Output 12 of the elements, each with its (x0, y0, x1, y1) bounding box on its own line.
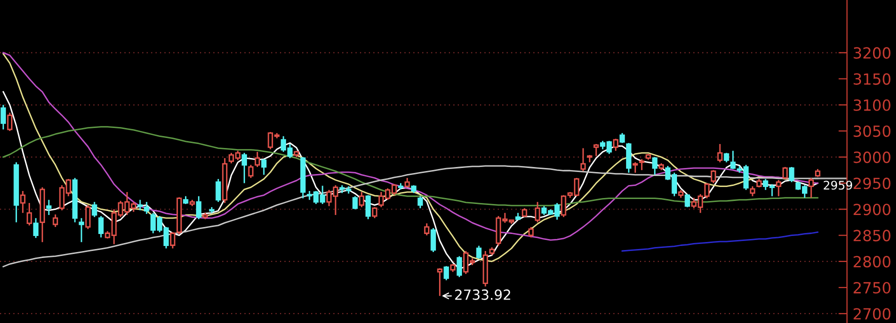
y-tick-label: 2750 (854, 282, 890, 294)
y-tick-label: 3100 (854, 99, 890, 111)
y-tick-label: 2700 (854, 308, 890, 320)
y-tick-label: 2900 (854, 204, 890, 216)
y-tick-label: 3050 (854, 125, 890, 137)
y-tick-label: 3200 (854, 47, 890, 59)
y-tick-label: 2800 (854, 256, 890, 268)
y-tick-label: 3150 (854, 73, 890, 85)
y-tick-label: 2950 (854, 178, 890, 190)
y-tick-label: 3000 (854, 152, 890, 164)
annotation: 2733.92 (455, 289, 510, 300)
y-tick-label: 2850 (854, 230, 890, 242)
